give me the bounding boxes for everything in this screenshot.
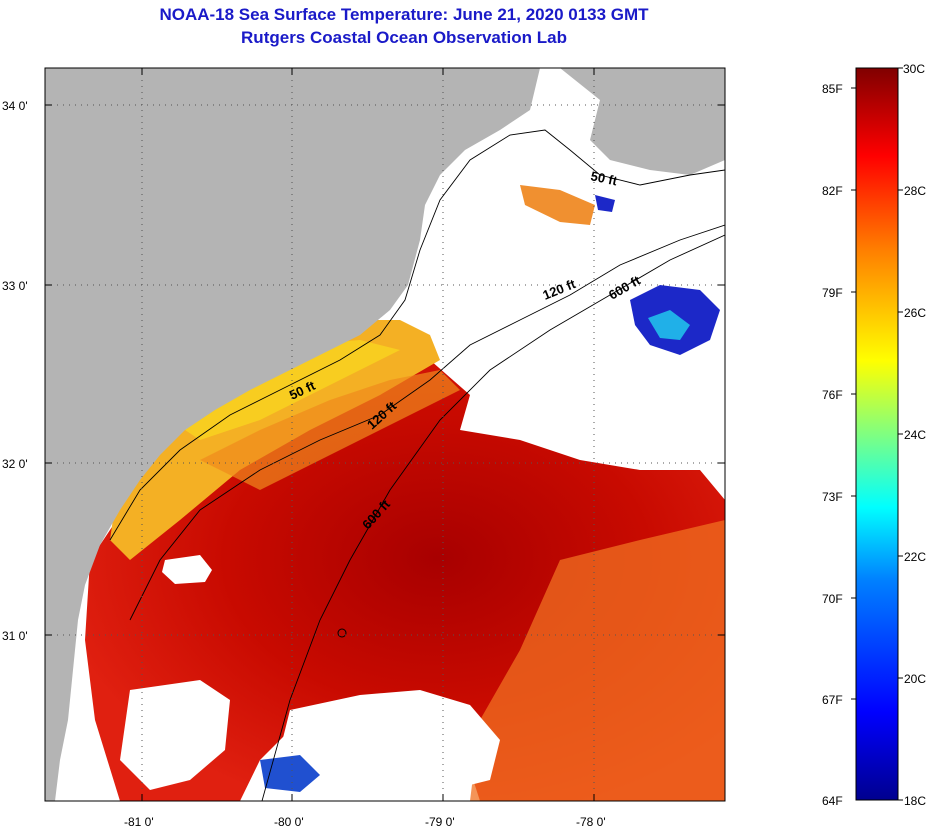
map-title: NOAA-18 Sea Surface Temperature: June 21… <box>159 5 649 24</box>
colorbar-f-76: 76F <box>822 388 843 402</box>
lat-label-33: 33 0' <box>2 279 28 293</box>
colorbar-c-26: 26C <box>904 306 926 320</box>
lon-label-78: -78 0' <box>576 815 606 829</box>
marker-circle <box>337 628 347 638</box>
plot-frame <box>44 67 726 802</box>
lat-label-32: 32 0' <box>2 457 28 471</box>
depth-contour-600ft <box>261 234 725 801</box>
colorbar-f-85: 85F <box>822 82 843 96</box>
colorbar-c-28: 28C <box>904 184 926 198</box>
colorbar-f-73: 73F <box>822 490 843 504</box>
lon-label-81: -81 0' <box>124 815 154 829</box>
depth-label-50ft-ne: 50 ft <box>589 168 619 188</box>
cold-patch-ne-cyan <box>648 310 690 340</box>
land-northeast <box>560 68 725 175</box>
colorbar-c-18: 18C <box>904 794 926 808</box>
graticule <box>45 68 725 801</box>
colorbar-c-20: 20C <box>904 672 926 686</box>
warm-patch-north <box>520 185 595 225</box>
lat-label-34: 34 0' <box>2 99 28 113</box>
lon-label-80: -80 0' <box>274 815 304 829</box>
cold-patch-north <box>595 195 615 212</box>
map-subtitle: Rutgers Coastal Ocean Observation Lab <box>241 28 567 47</box>
colorbar-c-22: 22C <box>904 550 926 564</box>
colorbar-c-30: 30C <box>903 62 925 76</box>
colorbar-f-67: 67F <box>822 693 843 707</box>
lat-label-31: 31 0' <box>2 629 28 643</box>
colorbar-f-70: 70F <box>822 592 843 606</box>
colorbar <box>855 67 899 801</box>
depth-contour-120ft <box>129 224 725 621</box>
cloud-patch-island <box>162 555 212 584</box>
cloud-patch-south <box>120 680 230 790</box>
sst-orange-region <box>470 520 725 801</box>
colorbar-f-82: 82F <box>822 184 843 198</box>
colorbar-ticks <box>851 67 903 801</box>
axis-ticks <box>45 68 725 801</box>
colorbar-c-24: 24C <box>904 428 926 442</box>
sst-shelf-orange <box>200 370 460 490</box>
cold-patch-s <box>260 755 320 792</box>
colorbar-f-64: 64F <box>822 794 843 808</box>
lon-label-79: -79 0' <box>425 815 455 829</box>
cloud-patch-central <box>280 690 500 800</box>
land-mass <box>45 68 540 801</box>
colorbar-f-79: 79F <box>822 286 843 300</box>
depth-contour-50ft <box>109 129 725 541</box>
